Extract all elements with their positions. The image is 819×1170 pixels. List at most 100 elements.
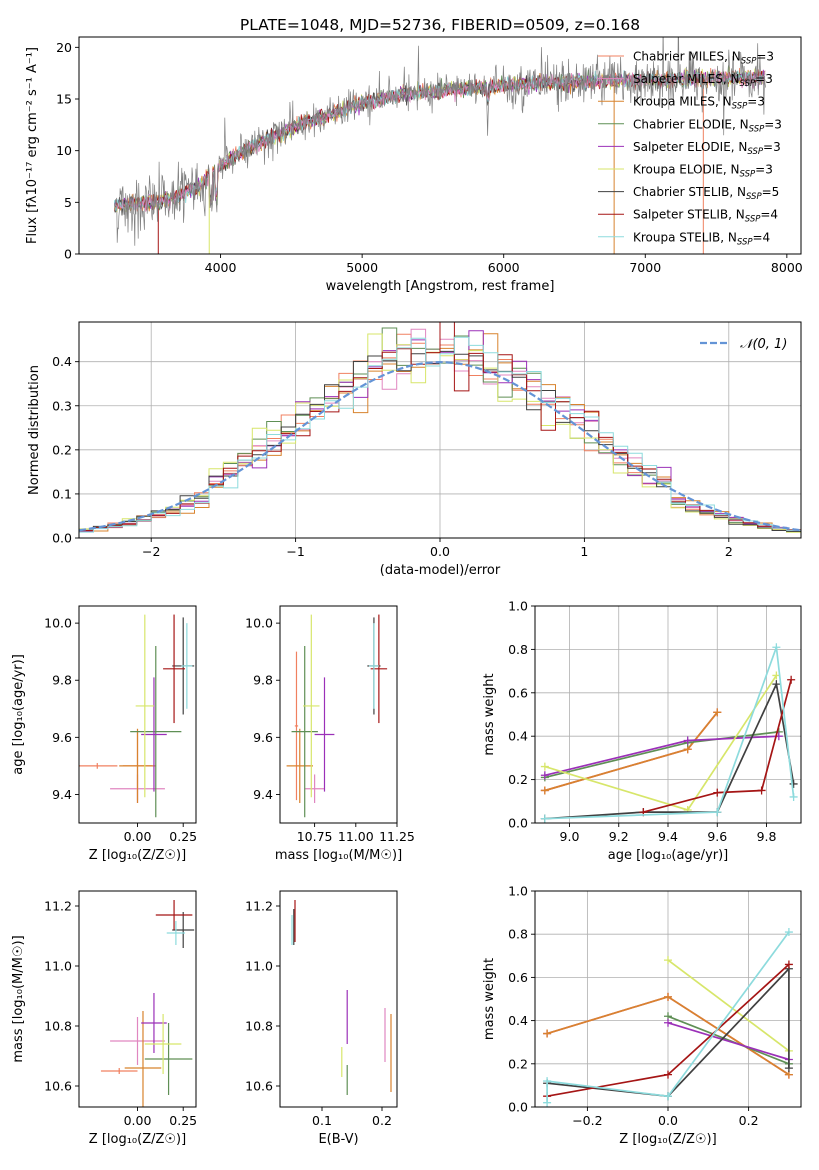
x-tick-label: 0.1 <box>312 1113 332 1128</box>
legend-label-chabrier_stelib: Chabrier STELIB, NSSP=5 <box>633 185 779 202</box>
x-axis-label: Z [log₁₀(Z/Z☉)] <box>89 848 186 863</box>
axes: −2 −1 0.0 1 2 0.0 0.1 0.2 0.3 0.4 <box>52 354 733 559</box>
chart-age_vs_mass: 10.75 11.00 11.25 9.4 9.6 9.8 10.0 mass [log₁₀(… <box>245 605 415 863</box>
y-tick-label: 0.3 <box>52 398 72 413</box>
y-tick-label: 0.6 <box>508 970 528 985</box>
legend: Chabrier MILES, NSSP=3 Salpeter MILES, NS… <box>598 50 782 247</box>
x-tick-label: 9.0 <box>560 829 580 844</box>
weight-marker-kroupa_elodie <box>540 762 549 771</box>
x-tick-label: 9.2 <box>609 829 629 844</box>
x-tick-label: 8000 <box>771 260 803 275</box>
y-axis-label: Flux [fλ10⁻¹⁷ erg cm⁻² s⁻¹ A⁻¹] <box>25 47 40 244</box>
y-tick-label: 0 <box>64 247 72 262</box>
x-tick-label: 9.8 <box>757 829 777 844</box>
axes: 4000 5000 6000 7000 8000 0 5 10 15 20 <box>56 40 803 275</box>
y-tick-label: 0.1 <box>52 486 72 501</box>
y-tick-label: 0.2 <box>508 772 528 787</box>
x-tick-label: −0.2 <box>572 1113 602 1128</box>
chart-age_vs_Z: 0.00 0.25 9.4 9.6 9.8 10.0 Z [log₁₀(Z/Z☉)] age … <box>11 605 197 863</box>
x-tick-label: −1 <box>286 544 304 559</box>
axes: 0.00 0.25 9.4 9.6 9.8 10.0 <box>44 616 197 844</box>
axes: 0.00 0.25 10.6 10.8 11.0 11.2 <box>44 899 197 1129</box>
chart-weight_vs_age: 9.0 9.2 9.4 9.6 9.8 0.0 0.2 0.4 0.6 0.8 1.0 age [lo… <box>482 599 802 863</box>
weight-marker-kroupa_miles <box>540 786 549 795</box>
y-tick-label: 0.4 <box>508 1013 528 1028</box>
weight-marker-chabrier_stelib <box>784 1064 793 1073</box>
y-tick-label: 10.8 <box>245 1019 273 1034</box>
y-tick-label: 10.6 <box>245 1079 273 1094</box>
y-tick-label: 9.4 <box>253 787 273 802</box>
weight-marker-kroupa_stelib <box>772 643 781 652</box>
x-tick-label: 0.0 <box>430 544 450 559</box>
y-tick-label: 20 <box>56 40 72 55</box>
y-tick-label: 15 <box>56 92 72 107</box>
y-axis-label: mass [log₁₀(M/M☉)] <box>11 935 26 1062</box>
weight-marker-kroupa_stelib <box>789 792 798 801</box>
x-tick-label: 1 <box>580 544 588 559</box>
plot-area <box>286 614 388 818</box>
y-tick-label: 9.6 <box>253 730 273 745</box>
plot-area <box>540 643 798 823</box>
x-tick-label: 11.25 <box>379 829 415 844</box>
y-tick-label: 10.0 <box>245 616 273 631</box>
legend-label-chabrier_elodie: Chabrier ELODIE, NSSP=3 <box>633 117 782 134</box>
weight-line-chabrier_miles <box>544 711 718 792</box>
weight-marker-salpeter_elodie <box>540 771 549 780</box>
weight-marker-kroupa_miles <box>543 1029 552 1038</box>
weight-marker-salpeter_stelib <box>664 1070 672 1079</box>
y-tick-label: 1.0 <box>508 599 528 614</box>
axes-frame <box>78 605 197 824</box>
x-tick-label: 0.25 <box>169 829 197 844</box>
y-tick-label: 0.0 <box>508 816 528 831</box>
chart-mass_vs_Z: 0.00 0.25 10.6 10.8 11.0 11.2 Z [log₁₀(Z/Z☉)] m… <box>11 890 197 1147</box>
x-tick-label: 0.2 <box>739 1113 759 1128</box>
weight-marker-salpeter_elodie <box>664 1018 672 1027</box>
x-axis-label: mass [log₁₀(M/M☉)] <box>275 848 402 863</box>
axes: −0.2 0.0 0.2 0.0 0.2 0.4 0.6 0.8 1.0 <box>508 884 758 1129</box>
weight-marker-kroupa_elodie <box>664 956 672 965</box>
weight-line-salpeter_stelib <box>643 679 792 813</box>
weight-line-kroupa_miles <box>544 711 718 792</box>
data-spectrum <box>114 37 766 246</box>
plot-area <box>291 900 392 1095</box>
y-tick-label: 5 <box>64 195 72 210</box>
x-tick-label: 0.0 <box>658 1113 678 1128</box>
y-tick-label: 1.0 <box>508 884 528 899</box>
y-axis-label: mass weight <box>482 673 497 755</box>
x-axis-label: (data-model)/error <box>380 563 501 578</box>
weight-marker-kroupa_stelib <box>543 1098 552 1107</box>
y-axis-label: age [log₁₀(age/yr)] <box>11 654 26 775</box>
weight-marker-salpeter_stelib <box>787 675 796 684</box>
x-tick-label: 0.25 <box>169 1113 197 1128</box>
legend-label-kroupa_miles: Kroupa MILES, NSSP=3 <box>633 95 765 112</box>
x-tick-label: 0.00 <box>124 829 152 844</box>
legend-label-kroupa_elodie: Kroupa ELODIE, NSSP=3 <box>633 163 773 180</box>
legend-label-salpeter_stelib: Salpeter STELIB, NSSP=4 <box>633 208 778 225</box>
chart-mass_vs_ebv: 0.1 0.2 10.6 10.8 11.0 11.2 E(B-V) <box>245 890 398 1147</box>
axes-frame <box>78 36 802 255</box>
weight-line-chabrier_stelib <box>547 966 790 1098</box>
y-tick-label: 0.6 <box>508 685 528 700</box>
y-tick-label: 0.2 <box>52 442 72 457</box>
y-tick-label: 10.6 <box>44 1079 72 1094</box>
y-tick-label: 0.0 <box>508 1100 528 1115</box>
histogram-kroupa_stelib <box>79 336 801 534</box>
normal-curve <box>79 360 801 532</box>
y-tick-label: 0.0 <box>52 531 72 546</box>
weight-marker-chabrier_stelib <box>789 779 798 788</box>
x-tick-label: 0.00 <box>124 1113 152 1128</box>
plot-area <box>79 322 801 534</box>
weight-line-kroupa_stelib <box>544 646 795 820</box>
legend: 𝒩(0, 1) <box>700 337 787 352</box>
x-axis-label: age [log₁₀(age/yr)] <box>608 848 729 863</box>
weight-line-kroupa_stelib <box>546 931 790 1103</box>
y-tick-label: 0.2 <box>508 1056 528 1071</box>
chart-residuals: −2 −1 0.0 1 2 0.0 0.1 0.2 0.3 0.4 (data-model)/err… <box>27 321 802 578</box>
axes-frame <box>78 321 802 539</box>
y-tick-label: 9.8 <box>253 673 273 688</box>
legend-label-chabrier_miles: Chabrier MILES, NSSP=3 <box>633 50 774 67</box>
weight-marker-kroupa_stelib <box>784 928 793 937</box>
figure-title: PLATE=1048, MJD=52736, FIBERID=0509, z=0… <box>240 16 640 34</box>
x-axis-label: Z [log₁₀(Z/Z☉)] <box>89 1132 186 1147</box>
y-axis-label: mass weight <box>482 958 497 1040</box>
